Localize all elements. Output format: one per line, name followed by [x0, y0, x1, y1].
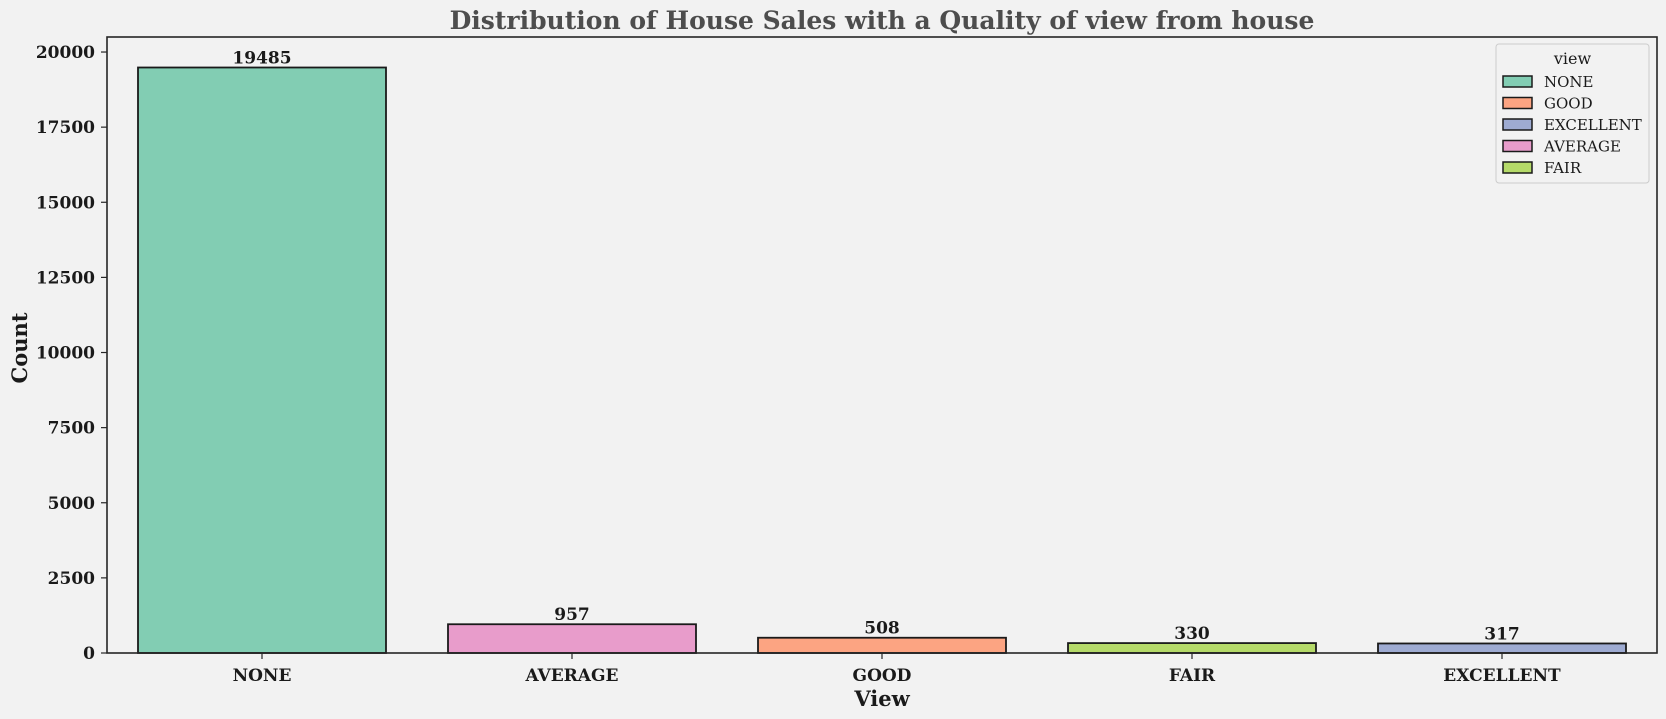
legend-box: [1495, 43, 1650, 184]
bar-value-label: 957: [554, 605, 590, 625]
legend: view NONE GOOD EXCELLENT AVERAGE FAIR: [1495, 43, 1650, 184]
y-tick-label: 5000: [48, 494, 95, 514]
bar-value-label: 508: [864, 619, 900, 639]
plot-frame: [106, 36, 1658, 654]
bar-value-label: 317: [1484, 624, 1520, 644]
bars-layer: 19485 957 508 330 317: [137, 48, 1627, 654]
x-axis: NONE AVERAGE GOOD FAIR EXCELLENT: [233, 653, 1561, 686]
bar-none: [137, 66, 387, 654]
legend-swatch-fair: [1502, 161, 1533, 174]
legend-label-fair: FAIR: [1544, 159, 1582, 177]
legend-label-none: NONE: [1544, 73, 1594, 91]
x-tick-label: AVERAGE: [525, 666, 619, 686]
chart-title: Distribution of House Sales with a Quali…: [450, 6, 1315, 35]
bar-average: [447, 623, 697, 654]
y-tick-label: 2500: [48, 569, 95, 589]
x-axis-title: View: [853, 686, 910, 711]
legend-swatch-none: [1502, 75, 1533, 88]
y-tick-label: 17500: [36, 118, 95, 138]
legend-swatch-excellent: [1502, 118, 1533, 131]
legend-title: view: [1553, 49, 1592, 68]
legend-swatch-average: [1502, 139, 1533, 153]
y-tick-label: 12500: [36, 268, 95, 288]
bar-excellent: [1377, 642, 1627, 654]
bar-value-label: 19485: [232, 48, 291, 68]
x-tick-label: FAIR: [1169, 666, 1216, 686]
y-tick-label: 15000: [36, 193, 95, 213]
legend-label-average: AVERAGE: [1543, 138, 1621, 156]
y-tick-label: 0: [83, 644, 95, 664]
y-axis-title: Count: [7, 312, 32, 383]
legend-swatch-good: [1502, 96, 1533, 110]
y-axis: 0 2500 5000 7500 10000 12500 15000 17500 20000: [36, 43, 107, 664]
x-tick-label: NONE: [233, 666, 292, 686]
y-tick-label: 7500: [48, 419, 95, 439]
legend-label-excellent: EXCELLENT: [1544, 116, 1642, 134]
legend-label-good: GOOD: [1544, 95, 1593, 113]
bar-fair: [1067, 642, 1317, 654]
x-tick-label: GOOD: [853, 666, 912, 686]
y-tick-label: 20000: [36, 43, 95, 63]
bar-good: [757, 636, 1007, 654]
bar-value-label: 330: [1174, 624, 1210, 644]
x-tick-label: EXCELLENT: [1443, 666, 1561, 686]
y-tick-label: 10000: [36, 344, 95, 364]
